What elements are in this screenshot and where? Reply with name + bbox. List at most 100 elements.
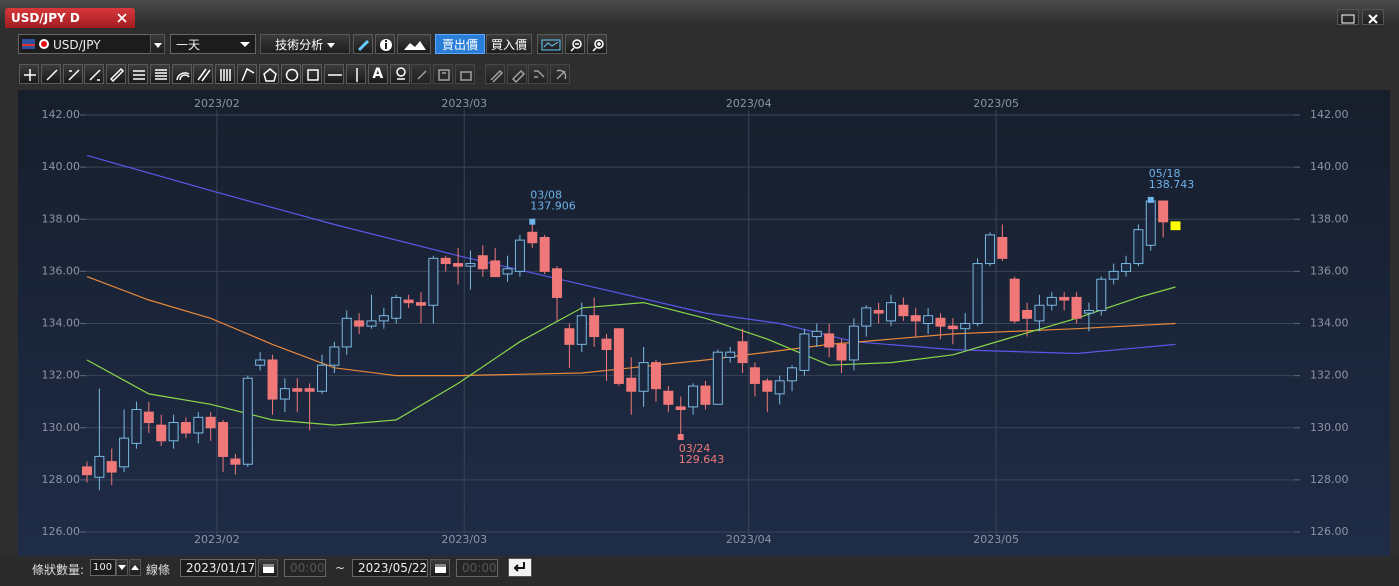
candle-body xyxy=(1046,296,1057,306)
candle-body xyxy=(143,411,154,424)
candle-body xyxy=(861,307,872,327)
candle-body xyxy=(514,239,525,272)
drawing-tool[interactable] xyxy=(171,64,192,84)
y-tick-label: 140.00 xyxy=(42,160,81,173)
drawing-tool[interactable] xyxy=(389,64,410,84)
sell-price-button[interactable]: 賣出價 xyxy=(435,34,485,54)
line-label: 線條 xyxy=(146,563,171,577)
candle-body xyxy=(428,257,439,306)
drawing-tool[interactable] xyxy=(324,64,345,84)
end-date-input[interactable]: 2023/05/22 xyxy=(352,559,428,577)
drawing-tool[interactable] xyxy=(433,64,454,84)
flag-icons xyxy=(22,39,49,49)
candle-body xyxy=(1145,200,1156,246)
y-tick-label: 132.00 xyxy=(1310,369,1349,382)
drawing-tool[interactable] xyxy=(455,64,475,84)
candle-body xyxy=(1108,270,1119,280)
candle-body xyxy=(824,333,835,348)
candle-body xyxy=(81,466,92,476)
drawing-tool[interactable] xyxy=(62,64,83,84)
mountain-button[interactable] xyxy=(397,34,431,54)
reset-button[interactable] xyxy=(508,558,532,577)
drawing-tool[interactable] xyxy=(280,64,301,84)
chart-tab[interactable]: USD/JPY D xyxy=(5,8,135,28)
drawing-tool[interactable] xyxy=(411,64,432,84)
drawing-tool[interactable]: A xyxy=(367,64,388,84)
start-time: 00:00 xyxy=(290,561,325,575)
start-time-input[interactable]: 00:00 xyxy=(284,559,326,577)
candle-body xyxy=(1022,309,1033,319)
drawing-tool[interactable] xyxy=(193,64,214,84)
candle-body xyxy=(119,437,130,468)
annotation-date: 03/24 xyxy=(679,442,711,455)
candle-body xyxy=(947,325,958,330)
symbol-select[interactable]: USD/JPY xyxy=(18,34,165,54)
start-calendar[interactable] xyxy=(258,559,278,577)
candle-body xyxy=(1170,221,1181,231)
period-select[interactable]: 一天 xyxy=(170,34,256,54)
zoom-in-button[interactable] xyxy=(587,34,607,54)
candle-body xyxy=(378,315,389,322)
end-calendar[interactable] xyxy=(430,559,450,577)
candle-body xyxy=(1096,278,1107,311)
drawing-tool[interactable] xyxy=(346,64,366,84)
x-tick-label: 2023/04 xyxy=(726,533,772,546)
drawing-tool[interactable] xyxy=(149,64,170,84)
start-date-input[interactable]: 2023/01/17 xyxy=(180,559,256,577)
y-tick-label: 140.00 xyxy=(1310,160,1349,173)
drawing-tool[interactable] xyxy=(484,64,505,84)
candle-body xyxy=(898,304,909,317)
bar-count-down[interactable] xyxy=(116,559,128,576)
candle-body xyxy=(688,385,699,408)
candle-body xyxy=(527,231,538,244)
maximize-button[interactable] xyxy=(1337,9,1359,25)
candle-body xyxy=(1034,304,1045,322)
candle-body xyxy=(675,406,686,411)
candle-body xyxy=(453,263,464,267)
annotation-date: 03/08 xyxy=(530,189,562,202)
close-tab[interactable] xyxy=(117,13,127,23)
y-tick-label: 128.00 xyxy=(42,473,81,486)
bar-count-input[interactable]: 100 xyxy=(90,559,116,576)
symbol-dropdown[interactable] xyxy=(150,34,165,54)
candle-body xyxy=(935,317,946,327)
candle-body xyxy=(799,333,810,371)
buy-price-button[interactable]: 買入價 xyxy=(486,34,532,54)
drawing-tool[interactable] xyxy=(550,64,571,84)
candle-body xyxy=(737,341,748,364)
chart-style-button[interactable] xyxy=(537,34,563,54)
y-tick-label: 126.00 xyxy=(42,525,81,538)
candle-body xyxy=(1071,296,1082,319)
drawing-tool[interactable] xyxy=(237,64,257,84)
drawing-tool[interactable] xyxy=(19,64,39,84)
drawing-tool[interactable] xyxy=(215,64,236,84)
candle-body xyxy=(218,422,229,457)
drawing-tool[interactable] xyxy=(528,64,549,84)
candle-body xyxy=(811,330,822,338)
candle-body xyxy=(589,315,600,338)
x-tick-label: 2023/05 xyxy=(973,97,1019,110)
moving-average-line xyxy=(86,154,1176,355)
candle-body xyxy=(650,362,661,390)
bar-count-up[interactable] xyxy=(129,559,141,576)
tab-title: USD/JPY D xyxy=(11,11,80,25)
x-tick-label: 2023/05 xyxy=(973,533,1019,546)
period: 一天 xyxy=(176,38,201,52)
candle-body xyxy=(576,315,587,345)
zoom-out-button[interactable] xyxy=(565,34,585,54)
drawing-tool[interactable] xyxy=(84,64,105,84)
indicator-menu[interactable]: 技術分析 xyxy=(260,34,350,54)
drawing-tool[interactable] xyxy=(128,64,148,84)
drawing-tool[interactable] xyxy=(506,64,527,84)
y-tick-label: 136.00 xyxy=(1310,264,1349,277)
end-time-input[interactable]: 00:00 xyxy=(456,559,498,577)
drawing-tool[interactable] xyxy=(106,64,127,84)
drawing-tool[interactable] xyxy=(258,64,279,84)
close-button[interactable] xyxy=(1362,9,1384,25)
extreme-marker xyxy=(1147,196,1154,203)
drawing-tool[interactable] xyxy=(40,64,61,84)
pencil-button[interactable] xyxy=(353,34,373,54)
info-button[interactable] xyxy=(375,34,395,54)
candle-body xyxy=(304,388,315,392)
drawing-tool[interactable] xyxy=(302,64,323,84)
